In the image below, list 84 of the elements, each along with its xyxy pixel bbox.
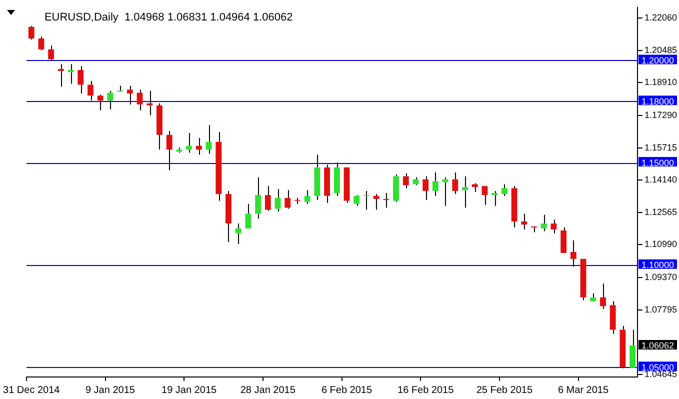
x-tick-label: 28 Jan 2015 (240, 384, 296, 396)
candlestick (620, 325, 626, 369)
candlestick (570, 240, 576, 268)
candlestick (393, 174, 399, 202)
candlestick (492, 190, 498, 206)
candlestick (68, 64, 74, 84)
x-tick-label: 9 Jan 2015 (85, 384, 136, 396)
candlestick (97, 94, 104, 111)
candlestick (452, 172, 458, 195)
candlestick (511, 186, 518, 228)
candlestick (245, 203, 252, 228)
candlestick (560, 226, 567, 253)
candlestick (294, 197, 300, 204)
y-tick-label: 1.22060 (644, 12, 678, 23)
candlestick (274, 188, 281, 212)
candlestick (28, 25, 34, 40)
candlestick (521, 213, 528, 230)
candlestick (432, 172, 438, 196)
candlestick (186, 132, 192, 154)
y-tick-label: 1.07795 (644, 304, 678, 314)
x-tick-label: 6 Mar 2015 (558, 384, 609, 396)
ref-line-label: 1.10000 (641, 260, 674, 270)
candlestick (580, 258, 586, 301)
candlestick (501, 184, 508, 196)
y-tick-label: 1.15715 (644, 142, 678, 152)
x-tick-label: 16 Feb 2015 (397, 384, 454, 396)
candlestick (354, 196, 360, 206)
x-tick-label: 19 Jan 2015 (162, 384, 218, 396)
candlestick (264, 186, 271, 212)
x-tick-label: 6 Feb 2015 (321, 384, 372, 396)
text: 1.06062 (641, 340, 674, 351)
y-tick-label: 1.17290 (644, 110, 678, 120)
candlestick (176, 147, 182, 154)
candlestick (117, 85, 124, 92)
candlestick (482, 186, 488, 206)
candlestick (344, 167, 350, 204)
candlestick (226, 190, 232, 243)
candlestick (156, 102, 162, 150)
ref-line-label: 1.05000 (641, 362, 674, 372)
candlestick (88, 80, 94, 102)
candlestick (304, 190, 310, 204)
candlestick (216, 132, 222, 202)
candlestick (58, 64, 64, 88)
ref-line-label: 1.20000 (641, 56, 674, 66)
candlestick (472, 182, 478, 192)
candlestick (531, 226, 537, 233)
candlestick (422, 176, 429, 200)
candlestick (324, 164, 330, 204)
y-tick-label: 1.10990 (644, 239, 678, 250)
candlestick (166, 130, 172, 171)
candlestick (78, 66, 84, 94)
candlestick (136, 89, 143, 111)
candlestick (107, 90, 114, 110)
candlestick (383, 192, 390, 208)
y-tick-label: 1.12565 (644, 206, 678, 217)
candlestick (373, 194, 380, 210)
x-tick-label: 31 Dec 2014 (3, 384, 60, 396)
candlestick (402, 172, 409, 189)
candlestick (48, 44, 54, 61)
chart-title: EURUSD,Daily 1.04968 1.06831 1.04964 1.06062 (44, 11, 293, 24)
candlestick (540, 214, 547, 232)
candlestick (462, 176, 468, 208)
candlestick (610, 300, 616, 334)
candlestick (284, 190, 291, 210)
y-tick-label: 1.20485 (644, 44, 678, 55)
x-tick-label: 25 Feb 2015 (476, 384, 533, 396)
candlestick (235, 223, 242, 245)
y-tick-label: 1.18910 (644, 76, 678, 87)
candlestick (255, 176, 261, 220)
candlestick (126, 85, 133, 105)
candlestick (146, 90, 153, 116)
candlestick (590, 292, 596, 302)
candlestick (550, 219, 557, 234)
candlestick (314, 154, 320, 200)
candlestick (334, 162, 340, 196)
ref-line-label: 1.15000 (641, 158, 674, 168)
ref-line-label: 1.18000 (641, 96, 674, 106)
y-tick-label: 1.09370 (644, 272, 678, 282)
candlestick (600, 282, 606, 310)
candlestick (38, 36, 44, 51)
candlestick (363, 190, 370, 210)
candlestick (206, 124, 212, 154)
candlestick (196, 137, 202, 156)
y-tick-label: 1.14140 (644, 174, 678, 185)
